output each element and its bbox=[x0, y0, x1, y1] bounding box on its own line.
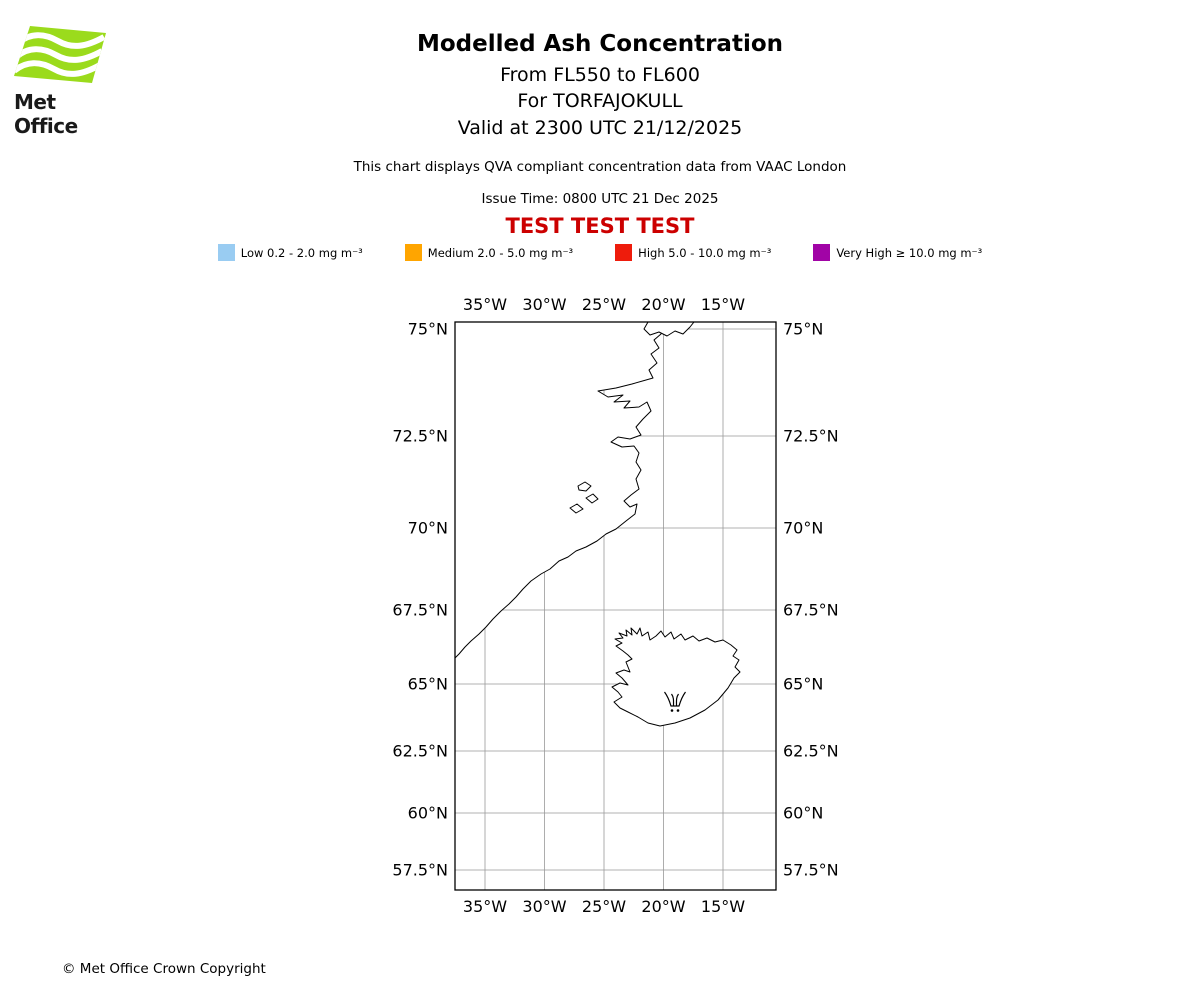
issue-time: Issue Time: 0800 UTC 21 Dec 2025 bbox=[481, 191, 719, 207]
lat-label: 72.5°N bbox=[783, 427, 839, 446]
coastline-iceland bbox=[611, 627, 741, 727]
coastlines bbox=[455, 322, 741, 727]
volcano-icon bbox=[664, 691, 686, 712]
lon-label: 30°W bbox=[522, 897, 566, 916]
legend-label-very-high: Very High ≥ 10.0 mg m⁻³ bbox=[836, 245, 983, 260]
map-area: 35°W 30°W 25°W 20°W 15°W 35°W 30°W 25°W … bbox=[380, 290, 900, 930]
lon-label: 20°W bbox=[641, 897, 685, 916]
subtitle-flight-levels: From FL550 to FL600 bbox=[500, 64, 700, 86]
subtitle-valid-time: Valid at 2300 UTC 21/12/2025 bbox=[457, 117, 743, 139]
legend-swatch-high bbox=[615, 244, 633, 261]
legend-item-medium: Medium 2.0 - 5.0 mg m⁻³ bbox=[404, 244, 574, 261]
legend-swatch-very-high bbox=[813, 244, 831, 261]
page-title: Modelled Ash Concentration bbox=[416, 31, 784, 57]
legend-swatch-medium bbox=[404, 244, 422, 261]
lat-label: 62.5°N bbox=[392, 742, 448, 761]
lat-label: 57.5°N bbox=[392, 861, 448, 880]
lon-label: 25°W bbox=[582, 295, 626, 314]
lat-label: 62.5°N bbox=[783, 742, 839, 761]
island bbox=[585, 493, 599, 504]
lat-label: 70°N bbox=[408, 519, 448, 538]
lon-label: 35°W bbox=[463, 295, 507, 314]
lat-label: 60°N bbox=[408, 804, 448, 823]
island bbox=[577, 481, 592, 492]
lon-label: 20°W bbox=[641, 295, 685, 314]
lat-label: 75°N bbox=[408, 320, 448, 339]
lat-label: 65°N bbox=[783, 675, 823, 694]
lon-label: 15°W bbox=[701, 897, 745, 916]
lat-label: 65°N bbox=[408, 675, 448, 694]
qva-note: This chart displays QVA compliant concen… bbox=[353, 159, 847, 175]
lat-labels-left: 75°N 72.5°N 70°N 67.5°N 65°N 62.5°N 60°N… bbox=[392, 320, 448, 880]
legend-label-medium: Medium 2.0 - 5.0 mg m⁻³ bbox=[427, 245, 574, 260]
lon-label: 30°W bbox=[522, 295, 566, 314]
lon-label: 25°W bbox=[582, 897, 626, 916]
lon-labels-top: 35°W 30°W 25°W 20°W 15°W bbox=[463, 295, 745, 314]
lat-label: 67.5°N bbox=[783, 601, 839, 620]
met-office-logo: Met Office bbox=[14, 26, 124, 138]
met-office-logo-mark bbox=[14, 26, 106, 83]
lat-label: 57.5°N bbox=[783, 861, 839, 880]
legend-label-low: Low 0.2 - 2.0 mg m⁻³ bbox=[240, 245, 363, 260]
lon-label: 35°W bbox=[463, 897, 507, 916]
legend-label-high: High 5.0 - 10.0 mg m⁻³ bbox=[638, 245, 772, 260]
coastline-greenland bbox=[455, 322, 666, 659]
concentration-legend: Low 0.2 - 2.0 mg m⁻³ Medium 2.0 - 5.0 mg… bbox=[0, 244, 1200, 261]
lat-labels-right: 75°N 72.5°N 70°N 67.5°N 65°N 62.5°N 60°N… bbox=[783, 320, 839, 880]
lat-label: 67.5°N bbox=[392, 601, 448, 620]
map-canvas: 35°W 30°W 25°W 20°W 15°W 35°W 30°W 25°W … bbox=[392, 295, 839, 916]
legend-item-high: High 5.0 - 10.0 mg m⁻³ bbox=[615, 244, 771, 261]
map-frame bbox=[454, 321, 777, 891]
logo-waves bbox=[14, 32, 106, 77]
lat-label: 60°N bbox=[783, 804, 823, 823]
lat-label: 72.5°N bbox=[392, 427, 448, 446]
copyright-notice: © Met Office Crown Copyright bbox=[62, 961, 266, 977]
lon-label: 15°W bbox=[701, 295, 745, 314]
legend-swatch-low bbox=[217, 244, 235, 261]
lon-labels-bottom: 35°W 30°W 25°W 20°W 15°W bbox=[463, 897, 745, 916]
test-banner: TEST TEST TEST bbox=[505, 214, 695, 238]
logo-wordmark: Met Office bbox=[14, 90, 78, 138]
legend-item-very-high: Very High ≥ 10.0 mg m⁻³ bbox=[813, 244, 982, 261]
coastline-peninsula-north bbox=[643, 322, 695, 337]
lat-label: 70°N bbox=[783, 519, 823, 538]
island bbox=[569, 503, 584, 514]
lat-label: 75°N bbox=[783, 320, 823, 339]
legend-item-low: Low 0.2 - 2.0 mg m⁻³ bbox=[217, 244, 363, 261]
subtitle-volcano: For TORFAJOKULL bbox=[517, 90, 683, 112]
